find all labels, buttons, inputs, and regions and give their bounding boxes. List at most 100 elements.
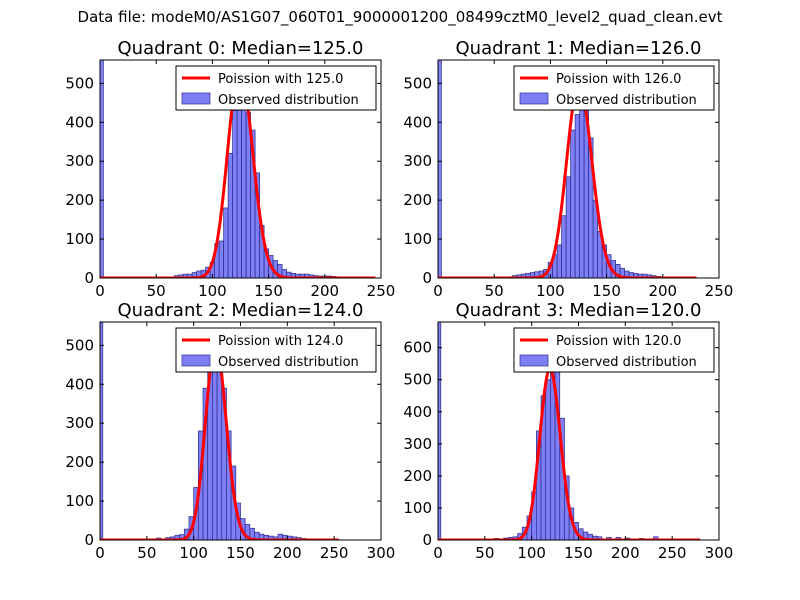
x-tick-label: 200 xyxy=(273,544,302,562)
subplot-2: 0 50 100 150 200 250 300 0 100 200 300 400 500 Quadra… xyxy=(65,300,395,562)
y-tick-label: 200 xyxy=(403,467,432,485)
histogram-bar xyxy=(216,362,223,540)
y-tick-label: 500 xyxy=(403,371,432,389)
subplot-title: Quadrant 2: Median=124.0 xyxy=(118,300,364,321)
x-tick-label: 150 xyxy=(592,282,621,300)
x-tick-label: 0 xyxy=(95,282,105,300)
legend-label: Observed distribution xyxy=(556,93,697,108)
histogram-bar xyxy=(438,60,442,278)
x-tick-label: 50 xyxy=(137,544,156,562)
histogram-bar xyxy=(556,244,562,278)
y-tick-label: 500 xyxy=(65,336,94,354)
x-tick-label: 200 xyxy=(310,282,339,300)
legend-label: Poission with 120.0 xyxy=(556,334,681,349)
x-tick-label: 300 xyxy=(367,544,396,562)
subplot-title: Quadrant 1: Median=126.0 xyxy=(456,38,702,59)
y-tick-label: 400 xyxy=(65,375,94,393)
x-tick-label: 300 xyxy=(705,544,734,562)
x-tick-label: 100 xyxy=(517,544,546,562)
y-tick-label: 100 xyxy=(65,230,94,248)
x-tick-label: 0 xyxy=(95,544,105,562)
y-tick-label: 100 xyxy=(403,230,432,248)
x-tick-label: 50 xyxy=(147,282,166,300)
x-tick-label: 250 xyxy=(658,544,687,562)
x-tick-label: 0 xyxy=(433,282,443,300)
poisson-curve xyxy=(438,83,697,278)
histogram-bar xyxy=(653,536,659,540)
plot-area xyxy=(438,322,701,540)
histogram-bar xyxy=(236,94,242,278)
x-tick-label: 200 xyxy=(611,544,640,562)
x-tick-label: 150 xyxy=(226,544,255,562)
x-tick-label: 100 xyxy=(198,282,227,300)
histogram-bar xyxy=(241,96,247,278)
histogram-bar xyxy=(596,536,603,540)
x-tick-label: 250 xyxy=(320,544,349,562)
histogram-bar xyxy=(438,322,442,540)
y-tick-label: 100 xyxy=(65,492,94,510)
histogram-bar xyxy=(227,153,233,278)
x-tick-label: 200 xyxy=(648,282,677,300)
y-tick-label: 400 xyxy=(65,113,94,131)
y-tick-label: 200 xyxy=(65,453,94,471)
histogram-bar xyxy=(545,379,551,540)
y-tick-label: 0 xyxy=(84,269,94,287)
legend-label: Poission with 124.0 xyxy=(218,334,343,349)
y-tick-label: 600 xyxy=(403,339,432,357)
subplot-3: 0 50 100 150 200 250 300 0 100 200 300 400 500 600 Qua… xyxy=(403,300,733,562)
histogram-bar xyxy=(561,215,567,278)
histogram-bar xyxy=(100,322,104,540)
legend-box xyxy=(513,65,715,111)
subplot-title: Quadrant 0: Median=125.0 xyxy=(118,38,364,59)
y-tick-label: 400 xyxy=(403,403,432,421)
y-tick-label: 200 xyxy=(403,191,432,209)
x-tick-label: 150 xyxy=(564,544,593,562)
histogram-bar xyxy=(565,176,571,278)
legend-label: Poission with 126.0 xyxy=(556,72,681,87)
y-tick-label: 100 xyxy=(403,499,432,517)
x-tick-label: 150 xyxy=(254,282,283,300)
histogram-bar xyxy=(218,240,224,278)
x-tick-label: 0 xyxy=(433,544,443,562)
y-tick-label: 300 xyxy=(403,435,432,453)
x-tick-label: 50 xyxy=(485,282,504,300)
y-tick-label: 500 xyxy=(65,74,94,92)
legend-label: Observed distribution xyxy=(218,355,359,370)
histogram-bar xyxy=(570,129,576,278)
legend-bar-swatch xyxy=(181,354,211,367)
legend-bar-swatch xyxy=(519,354,549,367)
y-tick-label: 0 xyxy=(422,531,432,549)
x-tick-label: 250 xyxy=(705,282,734,300)
x-tick-label: 50 xyxy=(475,544,494,562)
y-tick-label: 300 xyxy=(65,152,94,170)
axes-frame xyxy=(437,59,720,279)
subplot-1: 0 50 100 150 200 250 0 100 200 300 400 500 Quadrant … xyxy=(403,38,733,300)
histogram-bar xyxy=(574,114,580,278)
histogram-bar xyxy=(100,60,104,278)
poisson-curve xyxy=(438,367,701,540)
legend-bar-swatch xyxy=(181,92,211,105)
legend-label: Poission with 125.0 xyxy=(218,72,343,87)
subplot-title: Quadrant 3: Median=120.0 xyxy=(456,300,702,321)
y-tick-label: 300 xyxy=(403,152,432,170)
y-tick-label: 0 xyxy=(84,531,94,549)
x-tick-label: 250 xyxy=(367,282,396,300)
y-tick-label: 0 xyxy=(422,269,432,287)
legend-label: Observed distribution xyxy=(556,355,697,370)
histogram-bar xyxy=(223,207,229,278)
plot-area xyxy=(438,60,697,278)
y-tick-label: 200 xyxy=(65,191,94,209)
y-tick-label: 300 xyxy=(65,414,94,432)
histogram-bar xyxy=(212,360,218,540)
axes-frame xyxy=(99,59,382,279)
y-tick-label: 500 xyxy=(403,74,432,92)
legend-bar-swatch xyxy=(519,92,549,105)
legend-label: Observed distribution xyxy=(218,93,359,108)
subplot-0: 0 50 100 150 200 250 0 100 200 300 400 500 Quadrant … xyxy=(65,38,395,300)
y-tick-label: 400 xyxy=(403,113,432,131)
figure-title: Data file: modeM0/AS1G07_060T01_90000012… xyxy=(77,8,723,26)
x-tick-label: 100 xyxy=(536,282,565,300)
x-tick-label: 100 xyxy=(179,544,208,562)
histogram-bar xyxy=(232,110,238,278)
